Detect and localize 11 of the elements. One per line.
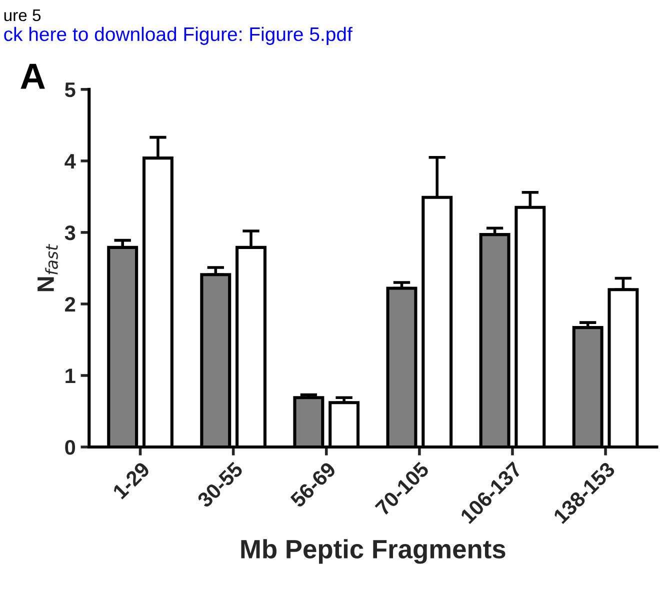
y-tick-label: 2 xyxy=(65,296,76,312)
y-tick-label: 4 xyxy=(64,154,76,168)
x-axis-title: Mb Peptic Fragments xyxy=(241,539,506,564)
text: A xyxy=(20,64,45,89)
y-tick-label: 1 xyxy=(66,368,76,384)
y-tick-label: 3 xyxy=(64,225,76,240)
y-tick-label: 5 xyxy=(64,82,76,98)
y-axis-title: N$_{fast}$ xyxy=(38,244,58,292)
text: ck here to download Figure: Figure 5.pdf xyxy=(4,26,352,45)
y-tick-label: 0 xyxy=(65,440,76,455)
text: ure 5 xyxy=(4,10,41,22)
